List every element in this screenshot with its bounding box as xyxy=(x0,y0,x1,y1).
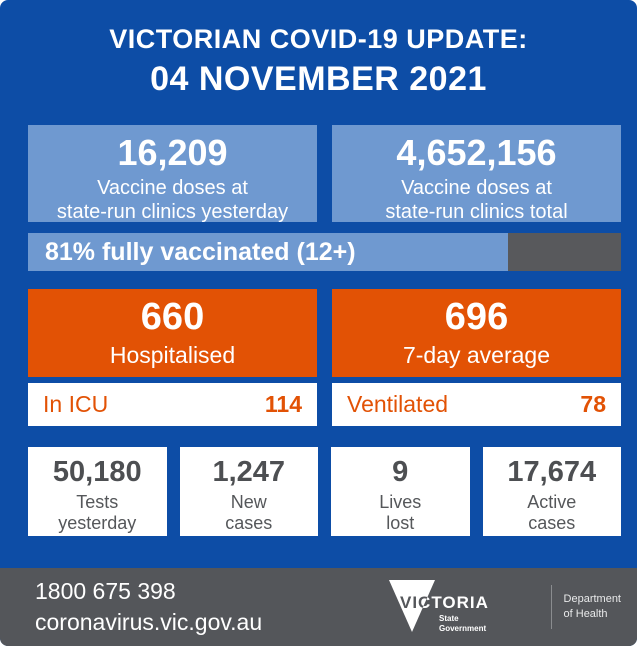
footer-logos: VICTORIA VICTORIA State Government Depar… xyxy=(387,578,621,636)
department-of-health-label: Department of Health xyxy=(563,593,621,620)
vaccine-doses-total-box: 4,652,156 Vaccine doses at state-run cli… xyxy=(332,125,621,224)
hospitalisation-row: 660 Hospitalised 696 7-day average xyxy=(28,289,621,377)
new-cases-value: 1,247 xyxy=(212,456,286,488)
hospitalised-label: Hospitalised xyxy=(109,341,236,368)
in-icu-bar: In ICU 114 xyxy=(28,383,317,426)
seven-day-average-label: 7-day average xyxy=(402,341,551,368)
active-cases-value: 17,674 xyxy=(507,456,597,488)
vaccination-progress-bar: 81% fully vaccinated (12+) xyxy=(28,233,621,271)
new-cases-box: 1,247 New cases xyxy=(179,447,318,536)
vaccine-doses-yesterday-label: Vaccine doses at state-run clinics yeste… xyxy=(56,177,289,224)
vaccine-doses-yesterday-box: 16,209 Vaccine doses at state-run clinic… xyxy=(28,125,317,224)
state-government-line1: State xyxy=(439,614,459,623)
vaccine-doses-row: 16,209 Vaccine doses at state-run clinic… xyxy=(28,125,621,224)
ventilated-label: Ventilated xyxy=(347,391,449,417)
hospitalised-value: 660 xyxy=(140,296,205,338)
vaccine-doses-yesterday-value: 16,209 xyxy=(117,132,228,173)
tests-yesterday-label: Tests yesterday xyxy=(58,491,137,534)
vaccination-progress-fill: 81% fully vaccinated (12+) xyxy=(28,233,509,271)
active-cases-label: Active cases xyxy=(527,491,577,534)
ventilated-bar: Ventilated 78 xyxy=(332,383,621,426)
hotline-phone-number: 1800 675 398 xyxy=(35,577,176,604)
coronavirus-website-url: coronavirus.vic.gov.au xyxy=(35,609,263,635)
active-cases-box: 17,674 Active cases xyxy=(482,447,621,536)
victoria-state-government-logo: VICTORIA VICTORIA State Government xyxy=(388,580,489,633)
victoria-triangle-icon xyxy=(388,580,435,632)
lives-lost-label: Lives lost xyxy=(379,491,422,534)
hospitalised-box: 660 Hospitalised xyxy=(28,289,317,377)
logo-divider xyxy=(550,585,552,629)
in-icu-value: 114 xyxy=(264,391,302,417)
vaccination-progress-label: 81% fully vaccinated (12+) xyxy=(45,237,356,266)
seven-day-average-box: 696 7-day average xyxy=(332,289,621,377)
icu-ventilated-row: In ICU 114 Ventilated 78 xyxy=(28,383,621,426)
ventilated-value: 78 xyxy=(580,391,606,417)
seven-day-average-value: 696 xyxy=(444,296,509,338)
footer: 1800 675 398 coronavirus.vic.gov.au VICT… xyxy=(0,568,637,646)
state-government-line2: Government xyxy=(439,624,486,633)
header: VICTORIAN COVID-19 UPDATE: 04 NOVEMBER 2… xyxy=(0,24,637,99)
report-date: 04 NOVEMBER 2021 xyxy=(150,60,487,98)
lives-lost-value: 9 xyxy=(392,456,409,488)
page-title: VICTORIAN COVID-19 UPDATE: xyxy=(109,24,528,54)
daily-stats-row: 50,180 Tests yesterday 1,247 New cases 9… xyxy=(28,447,621,536)
vaccine-doses-total-value: 4,652,156 xyxy=(396,132,557,173)
tests-yesterday-box: 50,180 Tests yesterday xyxy=(28,447,167,536)
new-cases-label: New cases xyxy=(225,491,273,534)
footer-contact: 1800 675 398 coronavirus.vic.gov.au xyxy=(35,576,262,638)
in-icu-label: In ICU xyxy=(43,391,109,417)
victoria-wordmark: VICTORIA xyxy=(400,593,489,612)
tests-yesterday-value: 50,180 xyxy=(52,456,142,488)
lives-lost-box: 9 Lives lost xyxy=(331,447,470,536)
vaccine-doses-total-label: Vaccine doses at state-run clinics total xyxy=(385,177,568,224)
